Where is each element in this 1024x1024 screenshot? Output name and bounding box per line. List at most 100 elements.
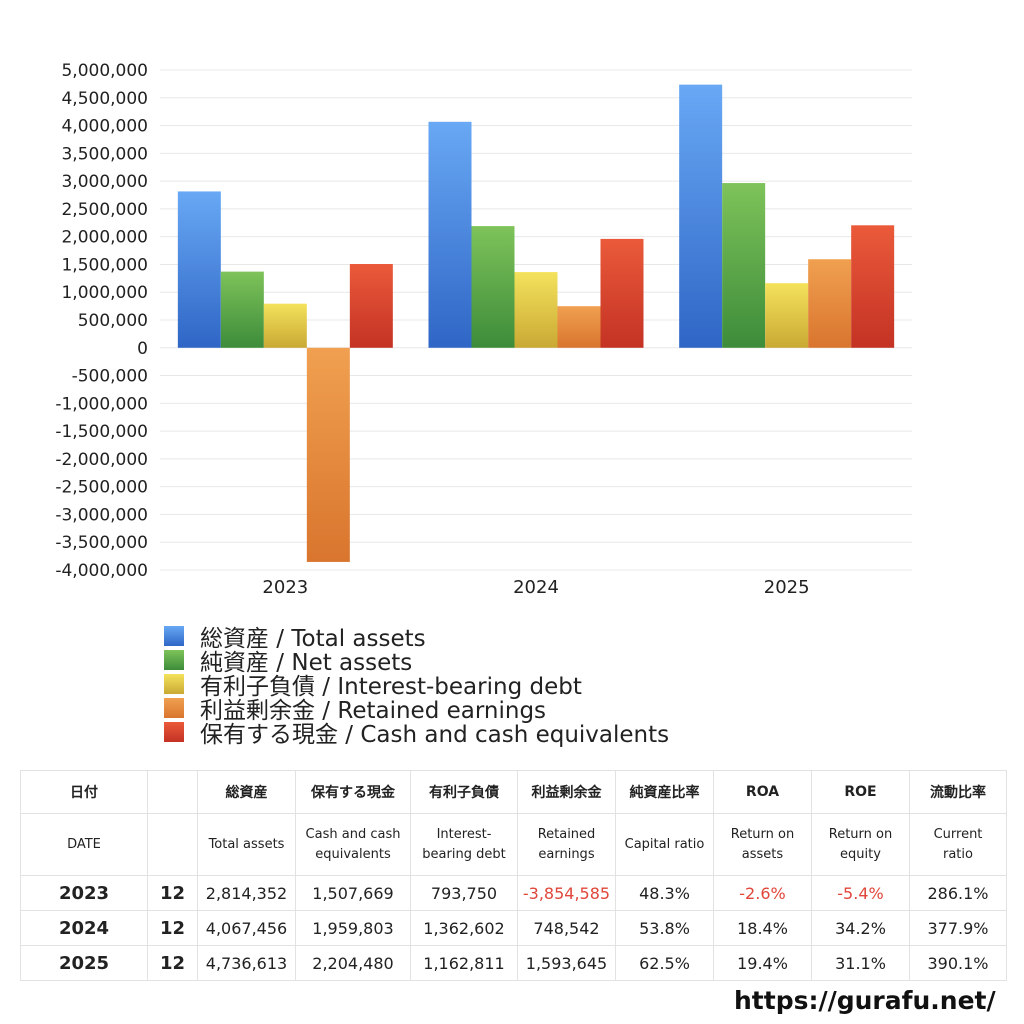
y-tick-label: -2,500,000	[55, 478, 148, 498]
cell-roa: 19.4%	[713, 945, 812, 981]
row-month: 12	[147, 945, 198, 981]
y-tick-label: 3,000,000	[61, 172, 148, 192]
y-tick-label: 2,000,000	[61, 228, 148, 248]
bar	[220, 271, 264, 348]
bar	[306, 347, 350, 562]
row-year: 2024	[20, 910, 148, 946]
legend-label-interest-bearing-debt: 有利子負債 / Interest-bearing debt	[200, 674, 582, 700]
header-total-assets-en: Total assets	[197, 813, 296, 876]
bar	[808, 259, 852, 348]
cell-cash: 2,204,480	[295, 945, 411, 981]
bar	[514, 272, 558, 348]
y-axis-ticks: 5,000,000 4,500,000 4,000,000 3,500,000 3,00…	[55, 61, 148, 581]
header-month-en	[147, 813, 198, 876]
cell-retained: -3,854,585	[517, 875, 616, 911]
cell-debt: 1,362,602	[410, 910, 518, 946]
cell-roe: 34.2%	[811, 910, 910, 946]
bar	[765, 283, 809, 348]
cell-capital-ratio: 62.5%	[615, 945, 714, 981]
y-tick-label: 5,000,000	[61, 61, 148, 81]
cell-total-assets: 4,067,456	[197, 910, 296, 946]
header-cash-en: Cash and cash equivalents	[295, 813, 411, 876]
bar	[722, 183, 766, 348]
row-month: 12	[147, 875, 198, 911]
y-tick-label: -3,500,000	[55, 533, 148, 553]
y-tick-label: -2,000,000	[55, 450, 148, 470]
legend-label-retained-earnings: 利益剰余金 / Retained earnings	[200, 698, 547, 724]
y-tick-label: 500,000	[78, 311, 148, 331]
legend-swatch-total-assets	[164, 626, 184, 646]
cell-retained: 1,593,645	[517, 945, 616, 981]
x-tick-label: 2024	[513, 577, 559, 598]
legend-item-retained-earnings: 利益剰余金 / Retained earnings	[164, 696, 669, 724]
header-roe-en: Return on equity	[811, 813, 910, 876]
table-row: 2025 12 4,736,613 2,204,480 1,162,811 1,…	[20, 945, 1007, 981]
header-month-jp	[147, 770, 198, 814]
chart-bars	[177, 84, 895, 562]
cell-total-assets: 2,814,352	[197, 875, 296, 911]
legend-label-cash: 保有する現金 / Cash and cash equivalents	[200, 722, 670, 748]
legend-swatch-cash	[164, 722, 184, 742]
x-tick-label: 2025	[764, 577, 810, 598]
bar	[600, 238, 644, 348]
cell-current-ratio: 390.1%	[909, 945, 1007, 981]
row-month: 12	[147, 910, 198, 946]
y-tick-label: -500,000	[72, 367, 148, 387]
chart-legend: 総資産 / Total assets 純資産 / Net assets 有利子負…	[164, 624, 669, 748]
table-row: 2023 12 2,814,352 1,507,669 793,750 -3,8…	[20, 875, 1007, 911]
y-tick-label: -1,000,000	[55, 394, 148, 414]
bar	[349, 264, 393, 348]
header-retained-jp: 利益剰余金	[517, 770, 616, 814]
legend-item-interest-bearing-debt: 有利子負債 / Interest-bearing debt	[164, 672, 669, 700]
legend-swatch-interest-bearing-debt	[164, 674, 184, 694]
header-date-jp: 日付	[20, 770, 148, 814]
y-tick-label: 1,000,000	[61, 283, 148, 303]
bar	[471, 226, 515, 348]
header-debt-en: Interest-bearing debt	[410, 813, 518, 876]
bar	[557, 306, 601, 348]
y-tick-label: -3,000,000	[55, 505, 148, 525]
bar	[679, 84, 723, 348]
header-roe-jp: ROE	[811, 770, 910, 814]
header-roa-jp: ROA	[713, 770, 812, 814]
header-debt-jp: 有利子負債	[410, 770, 518, 814]
y-tick-label: 1,500,000	[61, 255, 148, 275]
x-axis-ticks: 2023 2024 2025	[262, 577, 809, 598]
row-year: 2025	[20, 945, 148, 981]
legend-label-net-assets: 純資産 / Net assets	[200, 650, 413, 676]
y-tick-label: -1,500,000	[55, 422, 148, 442]
table-row: 2024 12 4,067,456 1,959,803 1,362,602 74…	[20, 910, 1007, 946]
cell-current-ratio: 286.1%	[909, 875, 1007, 911]
cell-capital-ratio: 53.8%	[615, 910, 714, 946]
y-tick-label: 2,500,000	[61, 200, 148, 220]
header-current-ratio-jp: 流動比率	[909, 770, 1007, 814]
cell-debt: 793,750	[410, 875, 518, 911]
y-tick-label: 0	[137, 339, 148, 359]
cell-capital-ratio: 48.3%	[615, 875, 714, 911]
bar	[177, 191, 221, 348]
cell-cash: 1,507,669	[295, 875, 411, 911]
header-capital-ratio-jp: 純資産比率	[615, 770, 714, 814]
legend-label-total-assets: 総資産 / Total assets	[200, 626, 426, 652]
table-header-jp: 日付 総資産 保有する現金 有利子負債 利益剰余金 純資産比率 ROA ROE …	[20, 770, 1007, 814]
legend-swatch-net-assets	[164, 650, 184, 670]
bar	[851, 225, 895, 348]
header-current-ratio-en: Current ratio	[909, 813, 1007, 876]
header-cash-jp: 保有する現金	[295, 770, 411, 814]
row-year: 2023	[20, 875, 148, 911]
legend-item-total-assets: 総資産 / Total assets	[164, 624, 669, 652]
y-tick-label: 4,000,000	[61, 117, 148, 137]
table-header-en: DATE Total assets Cash and cash equivale…	[20, 813, 1007, 876]
cell-roa: 18.4%	[713, 910, 812, 946]
legend-item-net-assets: 純資産 / Net assets	[164, 648, 669, 676]
site-url: https://gurafu.net/	[734, 986, 996, 1015]
header-capital-ratio-en: Capital ratio	[615, 813, 714, 876]
cell-current-ratio: 377.9%	[909, 910, 1007, 946]
financial-table: 日付 総資産 保有する現金 有利子負債 利益剰余金 純資産比率 ROA ROE …	[20, 770, 1007, 981]
bar	[428, 121, 472, 348]
bar-chart: 5,000,000 4,500,000 4,000,000 3,500,000 3,00…	[55, 61, 912, 598]
legend-item-cash: 保有する現金 / Cash and cash equivalents	[164, 720, 669, 748]
cell-retained: 748,542	[517, 910, 616, 946]
x-tick-label: 2023	[262, 577, 308, 598]
header-total-assets-jp: 総資産	[197, 770, 296, 814]
